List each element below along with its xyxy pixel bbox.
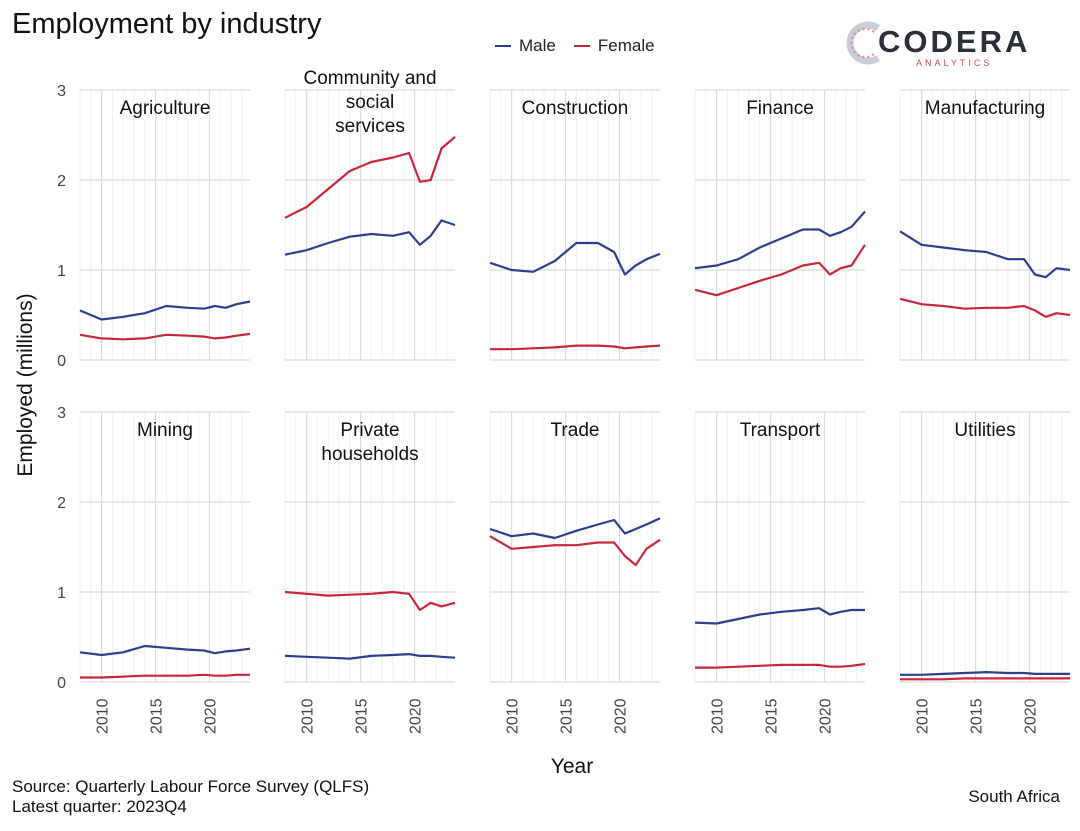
series-line-male <box>284 219 456 256</box>
legend-label-female: Female <box>597 36 655 55</box>
chart-legend: Male Female <box>495 36 655 56</box>
y-tick-label: 0 <box>57 353 66 370</box>
legend-swatch-female <box>573 45 590 47</box>
x-tick-label: 2010 <box>915 698 932 734</box>
logo-mark-icon <box>846 21 880 65</box>
latest-quarter-line: Latest quarter: 2023Q4 <box>12 797 187 816</box>
panel-title-line: Trade <box>551 420 600 441</box>
panel-manufacturing: Manufacturing <box>899 89 1071 361</box>
series-line-female <box>79 332 251 341</box>
series-line-female <box>694 244 866 297</box>
panel-title-line: households <box>321 444 418 465</box>
panel-utilities: 2010 2015 2020 Utilities <box>899 411 1070 734</box>
panel-title-line: Manufacturing <box>925 98 1045 119</box>
panel-title: Manufacturing <box>925 98 1045 119</box>
x-tick-label: 2010 <box>300 698 317 734</box>
series-line-female <box>284 135 456 219</box>
series-line-male <box>79 300 251 321</box>
x-tick-label: 2010 <box>95 698 112 734</box>
x-tick-label: 2015 <box>149 698 166 734</box>
panel-trade: 2010 2015 2020 Trade <box>489 411 661 734</box>
panel-title-line: Private <box>340 420 399 441</box>
series-line-male <box>284 653 456 660</box>
panel-title-line: Community and <box>303 68 436 89</box>
panel-title: Trade <box>551 420 600 441</box>
series-line-female <box>490 344 661 351</box>
panel-construction: Construction <box>489 89 661 361</box>
legend-item-female: Female <box>573 36 655 56</box>
logo-subtitle: ANALYTICS <box>916 58 993 68</box>
x-tick-label: 2010 <box>710 698 727 734</box>
x-tick-label: 2010 <box>505 698 522 734</box>
panel-title-line: services <box>335 116 405 137</box>
logo-wordmark: CODERA <box>878 24 1031 59</box>
legend-item-male: Male <box>495 36 556 56</box>
x-tick-label: 2015 <box>764 698 781 734</box>
y-tick-label: 0 <box>57 675 66 692</box>
panel-title: Community and social services <box>303 68 436 137</box>
panel-title-line: social <box>346 92 395 113</box>
x-tick-label: 2015 <box>559 698 576 734</box>
x-axis-label: Year <box>551 755 593 778</box>
panel-agriculture: 0 1 2 3 Agriculture <box>57 83 251 370</box>
panel-title: Mining <box>137 420 193 441</box>
series-line-male <box>79 644 251 657</box>
panel-title: Transport <box>740 420 821 441</box>
source-note: Source: Quarterly Labour Force Survey (Q… <box>12 777 369 817</box>
panel-title: Private households <box>321 420 418 465</box>
panel-transport: 2010 2015 2020 Transport <box>694 411 866 734</box>
series-line-female <box>899 297 1071 318</box>
series-line-male <box>694 210 866 270</box>
panel-title-line: Mining <box>137 420 193 441</box>
x-tick-label: 2020 <box>613 698 630 734</box>
panel-title-line: Utilities <box>954 420 1015 441</box>
series-line-male <box>899 230 1071 279</box>
series-line-female <box>284 590 456 612</box>
panel-title: Finance <box>746 98 814 119</box>
series-line-female <box>900 677 1070 681</box>
chart-title: Employment by industry <box>12 8 322 40</box>
panel-title: Utilities <box>954 420 1015 441</box>
panel-private-households: 2010 2015 2020 Private households <box>284 411 456 734</box>
panel-title-line: Finance <box>746 98 814 119</box>
panel-finance: Finance <box>694 89 866 361</box>
y-tick-label: 2 <box>57 495 66 512</box>
source-line: Source: Quarterly Labour Force Survey (Q… <box>12 777 370 796</box>
series-line-male <box>489 241 661 276</box>
x-tick-label: 2020 <box>818 698 835 734</box>
x-tick-label: 2015 <box>969 698 986 734</box>
x-tick-label: 2020 <box>203 698 220 734</box>
panel-title-line: Construction <box>522 98 629 119</box>
panel-title-line: Transport <box>740 420 821 441</box>
series-line-male <box>694 607 865 625</box>
panel-community-and-social-services: Community and social services <box>284 68 456 361</box>
panel-title: Construction <box>522 98 629 119</box>
x-tick-label: 2020 <box>408 698 425 734</box>
country-label: South Africa <box>968 787 1060 806</box>
panel-title-line: Agriculture <box>120 98 211 119</box>
legend-swatch-male <box>495 45 511 47</box>
x-tick-label: 2020 <box>1023 698 1040 734</box>
y-tick-label: 3 <box>57 405 66 422</box>
series-line-female <box>695 662 866 669</box>
series-line-male <box>489 517 661 540</box>
codera-logo: CODERA ANALYTICS <box>838 14 1027 72</box>
y-tick-label: 2 <box>57 173 66 190</box>
series-line-female <box>489 535 661 567</box>
y-axis-label: Employed (millions) <box>14 293 37 476</box>
series-line-female <box>80 673 250 679</box>
panel-mining: 0 1 2 3 2010 2015 2020 Mining <box>57 405 251 734</box>
y-tick-label: 3 <box>57 83 66 100</box>
y-tick-label: 1 <box>57 263 66 280</box>
legend-label-male: Male <box>519 36 556 55</box>
series-line-male <box>900 671 1070 676</box>
x-tick-label: 2015 <box>354 698 371 734</box>
panel-title: Agriculture <box>120 98 211 119</box>
y-tick-label: 1 <box>57 585 66 602</box>
